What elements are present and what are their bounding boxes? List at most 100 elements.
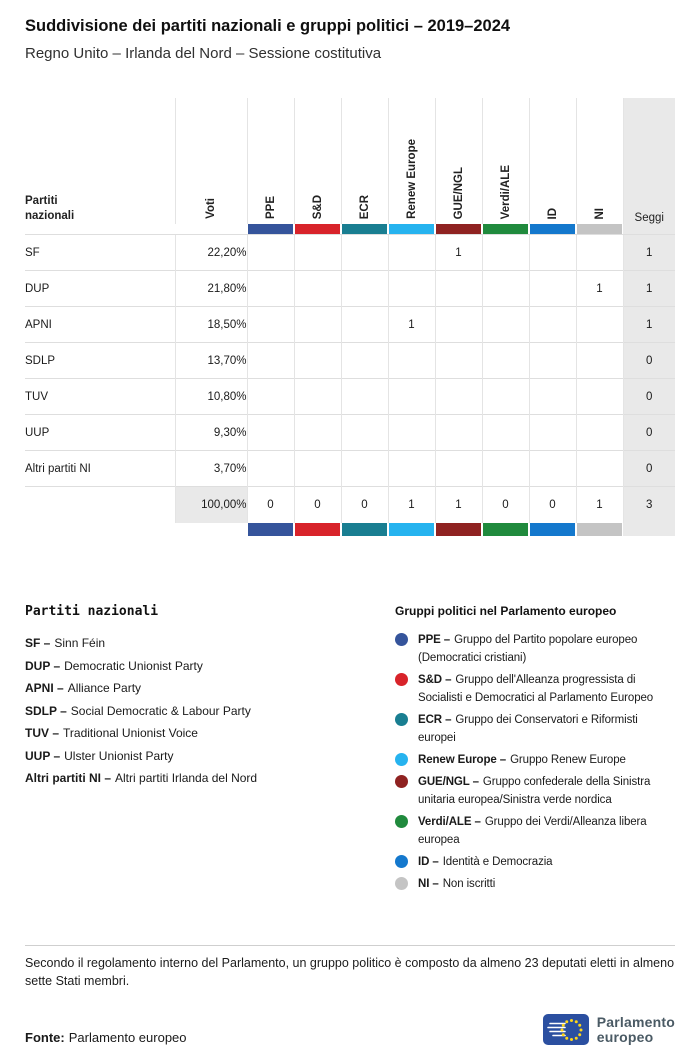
source-label: Fonte: (25, 1030, 65, 1045)
group-cell: 1 (575, 270, 623, 307)
total-seggi: 3 (622, 486, 675, 523)
guengl-color-bar (436, 224, 481, 234)
political-groups-legend: Gruppi politici nel Parlamento europeo P… (395, 604, 675, 897)
group-color-bar-row (25, 224, 675, 235)
verdiale-color-bar (483, 523, 528, 536)
seggi-value: 1 (622, 306, 675, 343)
voti-value: 18,50% (174, 306, 247, 343)
group-cell (293, 414, 341, 451)
legend-item: Renew Europe – Gruppo Renew Europe (395, 751, 675, 769)
party-name: APNI (25, 306, 175, 343)
id-color-bar (530, 224, 575, 234)
group-column-header-sd: S&D (293, 98, 341, 224)
ecr-color-dot (395, 713, 408, 726)
group-column-header-verdiale: Verdi/ALE (481, 98, 529, 224)
group-cell (387, 378, 435, 415)
legend-item: ECR – Gruppo dei Conservatori e Riformist… (395, 711, 675, 747)
party-name: DUP (25, 270, 175, 307)
group-cell (434, 450, 482, 487)
national-parties-legend: Partiti nazionali SF – Sinn Féin DUP – Dem… (25, 604, 395, 897)
group-cell (293, 234, 341, 271)
group-cell (434, 414, 482, 451)
color-bar-cell (294, 523, 341, 536)
national-parties-legend-title: Partiti nazionali (25, 604, 159, 619)
group-cell (340, 270, 388, 307)
legend-item: GUE/NGL – Gruppo confederale della Sinist… (395, 773, 675, 809)
group-cell (246, 306, 294, 343)
legend-item: DUP – Democratic Unionist Party (25, 658, 203, 673)
group-cell (293, 378, 341, 415)
total-group-cell: 1 (387, 486, 435, 523)
color-bar-cell (341, 224, 388, 235)
table-row: UUP 9,30% 0 (25, 414, 675, 451)
legend-item: NI – Non iscritti (395, 875, 675, 893)
ecr-color-bar (342, 224, 387, 234)
voti-column-header: Voti (174, 98, 247, 224)
group-cell (340, 342, 388, 379)
logo-text: Parlamento europeo (596, 1013, 675, 1045)
group-cell (434, 378, 482, 415)
legend-item: Verdi/ALE – Gruppo dei Verdi/Alleanza lib… (395, 813, 675, 849)
color-bar-cell (388, 523, 435, 536)
party-name: SF (25, 234, 175, 271)
group-cell (246, 234, 294, 271)
renew-color-bar (389, 224, 434, 234)
seggi-value: 0 (622, 414, 675, 451)
seggi-value: 0 (622, 378, 675, 415)
group-cell (481, 306, 529, 343)
voti-value: 10,80% (174, 378, 247, 415)
group-cell (246, 342, 294, 379)
table-row: TUV 10,80% 0 (25, 378, 675, 415)
table-row: SF 22,20% 1 1 (25, 234, 675, 271)
page-title: Suddivisione dei partiti nazionali e gru… (25, 17, 511, 35)
ppe-color-dot (395, 633, 408, 646)
table-row: DUP 21,80% 1 1 (25, 270, 675, 307)
total-group-cell: 1 (575, 486, 623, 523)
party-name: Altri partiti NI (25, 450, 175, 487)
ecr-color-bar (342, 523, 387, 536)
group-cell (528, 414, 576, 451)
group-cell (387, 270, 435, 307)
group-cell (387, 234, 435, 271)
group-cell (340, 414, 388, 451)
total-group-cell: 1 (434, 486, 482, 523)
color-bar-cell (482, 523, 529, 536)
group-cell (293, 270, 341, 307)
sd-color-bar (295, 523, 340, 536)
group-cell (481, 342, 529, 379)
group-cell (481, 414, 529, 451)
corner-header: Partiti nazionali (25, 98, 175, 224)
results-table: Partiti nazionali Voti PPE S&D ECR Renew… (25, 98, 675, 536)
group-cell (575, 234, 623, 271)
legend-item: Altri partiti NI – Altri partiti Irlanda … (25, 771, 258, 785)
group-cell (340, 378, 388, 415)
corner-header-label: Partiti nazionali (25, 195, 75, 222)
group-cell (434, 306, 482, 343)
divider (25, 945, 675, 946)
total-group-cell: 0 (340, 486, 388, 523)
guengl-color-dot (395, 775, 408, 788)
group-cell (434, 342, 482, 379)
european-parliament-logo-icon (542, 1014, 589, 1045)
voti-value: 13,70% (174, 342, 247, 379)
group-color-bar-row-bottom (25, 523, 675, 536)
group-cell (434, 270, 482, 307)
table-row: SDLP 13,70% 0 (25, 342, 675, 379)
group-column-header-ni: NI (575, 98, 623, 224)
legend-item: TUV – Traditional Unionist Voice (25, 726, 198, 740)
ppe-color-bar (248, 224, 293, 234)
group-column-header-id: ID (528, 98, 576, 224)
seggi-value: 1 (622, 234, 675, 271)
ni-color-dot (395, 877, 408, 890)
renew-color-bar (389, 523, 434, 536)
group-cell (528, 234, 576, 271)
legend-item: SF – Sinn Féin (25, 636, 106, 650)
verdiale-color-bar (483, 224, 528, 234)
source: Fonte: Parlamento europeo (25, 1030, 187, 1045)
color-bar-cell (388, 224, 435, 235)
group-cell (387, 414, 435, 451)
legend-item: PPE – Gruppo del Partito popolare europeo… (395, 631, 675, 667)
table-total-row: 100,00% 0 0 0 1 1 0 0 1 3 (25, 486, 675, 523)
group-column-header-ppe: PPE (246, 98, 294, 224)
page-subtitle: Regno Unito – Irlanda del Nord – Session… (25, 45, 382, 62)
